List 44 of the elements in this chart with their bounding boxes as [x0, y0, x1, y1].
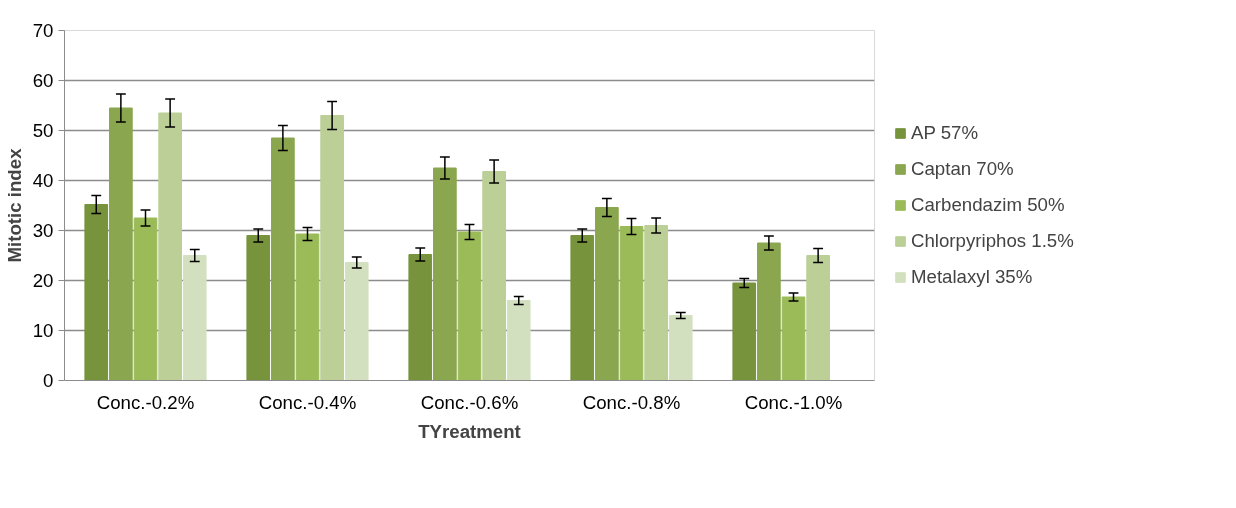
bar: [457, 231, 482, 381]
y-tick-label: 50: [32, 120, 54, 141]
bar: [781, 296, 806, 381]
y-tick-label: 60: [32, 70, 54, 91]
x-tick-label: Conc.-0.2%: [96, 391, 195, 413]
bar: [644, 225, 668, 381]
y-tick-label: 20: [32, 270, 54, 291]
y-tick-label: 30: [32, 220, 54, 241]
x-tick-label: Conc.-1.0%: [744, 391, 843, 413]
legend-label: Carbendazim 50%: [911, 194, 1065, 216]
bar: [506, 300, 531, 381]
bar: [182, 255, 207, 381]
bar: [344, 262, 369, 381]
bar: [271, 137, 295, 381]
bar: [619, 226, 644, 381]
x-axis-title: TYreatment: [418, 420, 521, 442]
bar: [320, 115, 344, 381]
x-tick-label: Conc.-0.8%: [582, 391, 681, 413]
bar: [84, 204, 109, 381]
y-tick-label: 70: [32, 20, 54, 41]
x-tick-label: Conc.-0.4%: [258, 391, 357, 413]
legend-label: AP 57%: [911, 122, 979, 144]
bar: [295, 233, 320, 381]
bar: [806, 255, 830, 381]
bar: [246, 235, 271, 381]
legend-label: Chlorpyriphos 1.5%: [911, 230, 1074, 252]
y-tick-label: 0: [43, 370, 54, 391]
y-axis-title: Mitotic index: [3, 147, 25, 263]
bar: [668, 315, 693, 381]
y-tick-label: 10: [32, 320, 54, 341]
bar: [595, 207, 619, 381]
bar: [133, 217, 158, 381]
bar: [109, 107, 133, 381]
bar: [570, 235, 595, 381]
bar: [482, 171, 506, 381]
bar: [433, 167, 457, 381]
legend-label: Metalaxyl 35%: [911, 266, 1033, 288]
bar: [757, 242, 781, 381]
x-tick-label: Conc.-0.6%: [420, 391, 519, 413]
y-tick-label: 40: [32, 170, 54, 191]
bar: [408, 254, 433, 381]
bar: [158, 112, 182, 381]
legend-label: Captan 70%: [911, 158, 1014, 180]
bar: [732, 282, 757, 381]
